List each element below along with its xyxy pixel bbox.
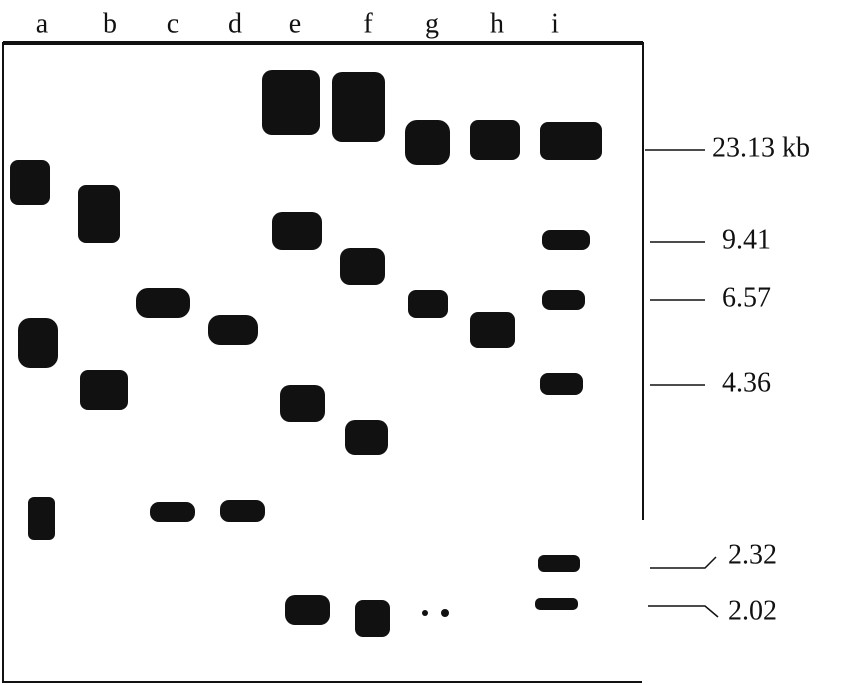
band: [208, 315, 258, 345]
band: [272, 212, 322, 250]
gel-figure: a b c d e f g h i: [0, 0, 844, 685]
band: [405, 120, 450, 165]
band: [470, 120, 520, 160]
band: [535, 598, 578, 610]
band: [136, 288, 190, 318]
bands: [10, 70, 602, 637]
band: [408, 290, 448, 318]
lane-labels: a b c d e f g h i: [36, 8, 559, 39]
lane-label: a: [36, 8, 49, 39]
marker-lines: [645, 150, 718, 617]
lane-label: c: [167, 8, 179, 39]
band: [28, 497, 55, 540]
band: [78, 185, 120, 243]
lane-label: g: [425, 8, 439, 39]
marker-line: [648, 606, 718, 617]
size-marker-label: 9.41: [722, 224, 771, 255]
band: [18, 318, 58, 368]
lane-label: d: [228, 8, 242, 39]
band: [220, 500, 265, 522]
lane-label: f: [363, 8, 373, 39]
lane-label: i: [551, 8, 559, 39]
page: a b c d e f g h i: [0, 0, 844, 685]
band: [540, 122, 602, 160]
size-marker-label: 23.13 kb: [712, 132, 810, 163]
band: [340, 248, 385, 285]
marker-labels: 23.13 kb 9.41 6.57 4.36 2.32 2.02: [712, 132, 810, 626]
size-marker-label: 6.57: [722, 282, 771, 313]
band: [150, 502, 195, 522]
band: [538, 555, 580, 572]
band: [355, 600, 390, 637]
band: [262, 70, 320, 135]
gel-edge-gap: [642, 520, 646, 685]
band: [332, 72, 385, 142]
band: [470, 312, 515, 348]
band: [280, 385, 325, 422]
size-marker-label: 2.32: [728, 539, 777, 570]
band: [542, 290, 585, 310]
lane-label: e: [289, 8, 301, 39]
band: [422, 610, 428, 616]
band: [80, 370, 128, 410]
band: [540, 373, 583, 395]
band: [542, 230, 590, 250]
size-marker-label: 2.02: [728, 595, 777, 626]
band: [285, 595, 330, 625]
size-marker-label: 4.36: [722, 367, 771, 398]
band: [345, 420, 388, 455]
band: [441, 609, 449, 617]
lane-label: b: [103, 8, 117, 39]
band: [10, 160, 50, 205]
lane-label: h: [490, 8, 504, 39]
marker-line: [650, 557, 716, 568]
